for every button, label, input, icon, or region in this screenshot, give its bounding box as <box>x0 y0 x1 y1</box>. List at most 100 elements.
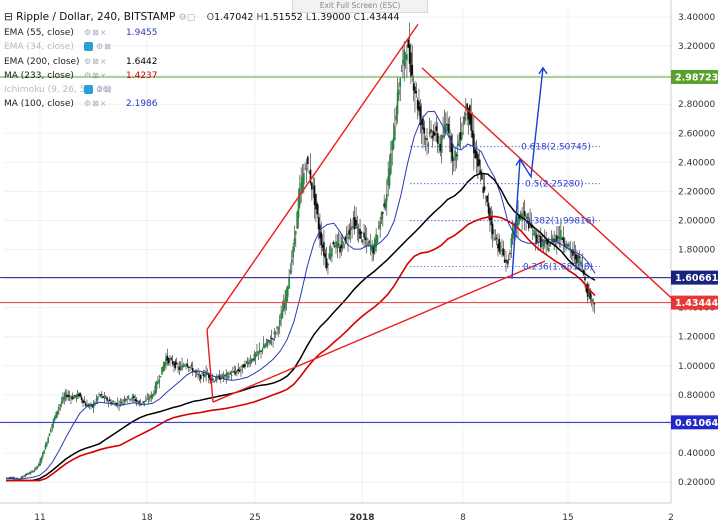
hidden-eye-icon[interactable] <box>84 42 93 52</box>
candle-body <box>107 401 110 403</box>
hidden-eye-icon[interactable] <box>84 85 93 95</box>
candle-body <box>258 349 261 352</box>
candle-body <box>395 115 398 121</box>
candle-body <box>461 131 463 139</box>
candle-body <box>288 277 290 289</box>
candle-body <box>356 226 359 228</box>
candle-body <box>185 364 187 367</box>
candle-body <box>392 137 395 149</box>
candle-body <box>151 394 154 397</box>
indicator-controls-icon[interactable]: ⚙⊠× <box>84 56 108 66</box>
indicator-name: EMA (34, close) <box>4 42 74 53</box>
trendline-falling <box>421 67 675 301</box>
candle-body <box>403 49 406 66</box>
candle-body <box>82 399 84 404</box>
candle-body <box>190 365 193 366</box>
candle-body <box>530 224 533 228</box>
candle-body <box>257 351 260 353</box>
ema200-line <box>6 172 596 482</box>
candle-body <box>110 401 112 405</box>
price-tag-label: 0.61064 <box>675 418 718 429</box>
indicator-controls-icon[interactable]: ⚙⊠ <box>84 40 126 54</box>
candle-body <box>568 243 570 247</box>
candle-body <box>340 244 343 249</box>
candle-body <box>123 399 126 401</box>
price-tick-label: 2.00000 <box>678 216 715 226</box>
candle-body <box>432 131 435 136</box>
candle-body <box>444 124 447 133</box>
candle-body <box>478 159 481 166</box>
indicator-row[interactable]: EMA (200, close) ⚙⊠× 1.6442 <box>4 55 399 69</box>
candle-body <box>195 371 198 373</box>
price-tag-label: 1.60661 <box>675 273 718 284</box>
candle-body <box>273 331 276 335</box>
indicator-controls-icon[interactable]: ⚙⊠× <box>84 99 108 109</box>
collapse-icon[interactable]: ⊟ <box>4 11 13 23</box>
candle-body <box>236 370 238 372</box>
candle-body <box>59 404 62 407</box>
candle-body <box>153 393 155 396</box>
indicator-row[interactable]: EMA (34, close) ⚙⊠ <box>4 40 399 54</box>
settings-icon[interactable]: ⚙▢ <box>178 13 196 23</box>
candle-body <box>333 246 336 248</box>
candle-body <box>21 476 24 478</box>
candle-body <box>277 328 280 330</box>
candle-body <box>27 473 29 475</box>
candle-body <box>584 276 586 281</box>
candle-body <box>407 39 410 48</box>
candle-body <box>76 393 79 397</box>
candle-body <box>531 234 534 236</box>
candle-body <box>301 176 304 191</box>
candle-body <box>175 363 178 365</box>
candle-body <box>502 248 505 256</box>
candle-body <box>474 149 476 159</box>
candle-body <box>303 172 305 185</box>
indicator-row[interactable]: MA (233, close) ⚙⊠× 1.4237 <box>4 69 399 83</box>
candle-body <box>74 395 76 397</box>
candle-body <box>240 369 242 371</box>
candle-body <box>308 172 311 174</box>
candle-body <box>477 153 479 167</box>
indicator-controls-icon[interactable]: ⚙⊠× <box>84 28 108 37</box>
candle-body <box>137 402 139 404</box>
candle-body <box>419 106 422 126</box>
indicator-controls-icon[interactable]: ⚙⊠ <box>84 83 126 97</box>
indicator-row[interactable]: MA (100, close) ⚙⊠× 2.1986 <box>4 97 399 111</box>
candle-body <box>588 293 590 298</box>
indicator-controls-icon[interactable]: ⚙⊠× <box>84 70 108 80</box>
trendline-support <box>212 260 546 403</box>
exit-fullscreen-button[interactable]: Exit Full Screen (ESC) <box>292 0 428 13</box>
candle-body <box>280 313 282 320</box>
indicator-name: MA (100, close) <box>4 99 74 110</box>
candle-body <box>367 242 369 246</box>
price-tick-label: 1.00000 <box>678 362 715 372</box>
candle-body <box>412 83 415 91</box>
price-tick-label: 0.80000 <box>678 391 715 401</box>
candle-body <box>344 236 347 242</box>
indicator-row[interactable]: Ichimoku (9, 26, 52, 26)⚙⊠ <box>4 83 399 97</box>
candle-body <box>224 374 226 376</box>
candle-body <box>578 256 581 258</box>
candle-body <box>458 139 460 146</box>
candle-body <box>307 156 309 164</box>
price-tick-label: 0.40000 <box>678 449 715 459</box>
candle-body <box>7 477 9 479</box>
candle-body <box>585 284 588 292</box>
candle-body <box>106 397 108 401</box>
indicator-row[interactable]: EMA (55, close) ⚙⊠× 1.9455 <box>4 26 399 40</box>
candle-body <box>129 399 131 401</box>
price-tick-label: 1.20000 <box>678 333 715 343</box>
fib-level-label: 0.618(2.50745) <box>521 143 591 153</box>
candle-body <box>337 244 340 246</box>
candle-body <box>269 341 272 344</box>
candle-body <box>482 187 485 193</box>
candle-body <box>43 450 45 454</box>
candle-body <box>100 394 103 396</box>
price-tick-label: 3.20000 <box>678 42 715 52</box>
candle-body <box>498 239 501 252</box>
candle-body <box>436 133 439 144</box>
candle-body <box>203 375 206 377</box>
candle-body <box>63 396 66 400</box>
